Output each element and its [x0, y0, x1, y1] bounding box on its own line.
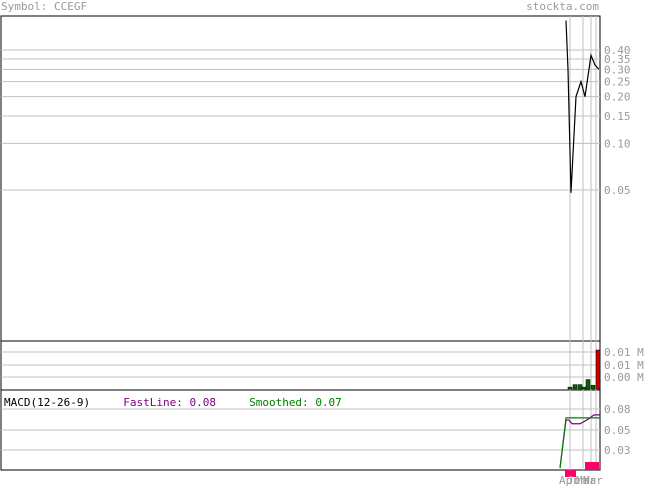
- price-tick-label: 0.10: [604, 137, 631, 150]
- volume-bar: [590, 384, 596, 390]
- volume-tick-label: 0.00 M: [604, 371, 644, 384]
- macd-legend: MACD(12-26-9) FastLine: 0.08 Smoothed: 0…: [4, 396, 342, 409]
- price-tick-label: 0.40: [604, 44, 631, 57]
- macd-histogram-bar: [585, 462, 599, 470]
- volume-bar: [581, 386, 587, 390]
- x-tick-label: Jun: [567, 474, 587, 486]
- x-tick-label: Apr: [559, 474, 579, 486]
- volume-bar: [577, 384, 583, 390]
- price-tick-label: 0.30: [604, 63, 631, 76]
- volume-bar: [572, 384, 578, 390]
- volume-tick-label: 0.01 M: [604, 359, 644, 372]
- fastline-value: 0.08: [189, 396, 216, 409]
- symbol-value: CCEGF: [53, 0, 88, 13]
- macd-tick-label: 0.08: [604, 403, 631, 416]
- price-series-line: [565, 20, 600, 193]
- site-watermark: stockta.com: [526, 0, 599, 13]
- macd-tick-label: 0.05: [604, 424, 631, 437]
- smoothed-value: 0.07: [315, 396, 342, 409]
- smoothed-label: Smoothed:: [249, 396, 309, 409]
- macd-smoothed-line: [559, 417, 600, 469]
- price-tick-label: 0.15: [604, 110, 631, 123]
- macd-label: MACD(12-26-9): [4, 396, 91, 409]
- volume-tick-label: 0.01 M: [604, 346, 644, 359]
- macd-histogram-bar: [565, 470, 576, 477]
- price-panel-frame: [0, 15, 601, 342]
- fastline-label: FastLine:: [123, 396, 183, 409]
- macd-fastline: [559, 414, 600, 469]
- price-tick-label: 0.35: [604, 53, 631, 66]
- price-tick-label: 0.05: [604, 184, 631, 197]
- price-tick-label: 0.20: [604, 91, 631, 104]
- volume-bar: [567, 386, 573, 390]
- x-tick-label: Mar: [583, 474, 603, 486]
- macd-tick-label: 0.03: [604, 444, 631, 457]
- volume-bar: [585, 379, 591, 390]
- volume-bar: [595, 349, 601, 390]
- x-tick-label: Mar: [576, 474, 596, 486]
- price-tick-label: 0.25: [604, 76, 631, 89]
- symbol-label: Symbol:: [1, 0, 48, 13]
- symbol-header: Symbol: CCEGF: [1, 0, 87, 13]
